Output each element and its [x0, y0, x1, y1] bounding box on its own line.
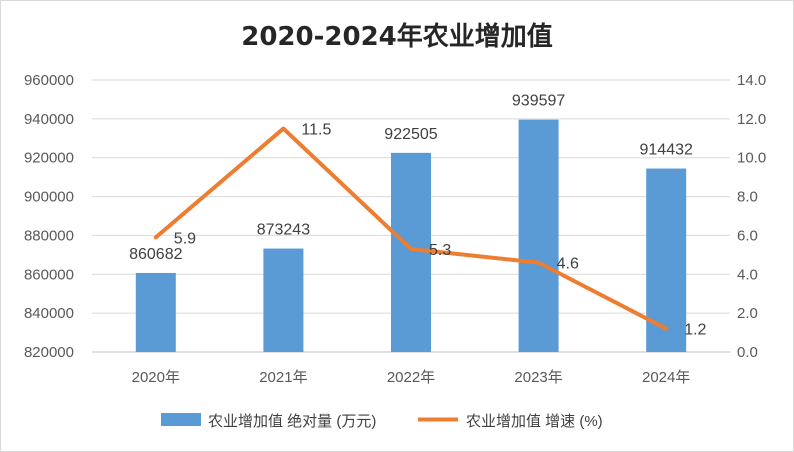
- line-data-labels: 5.9 11.5 5.3 4.6 1.2: [174, 122, 707, 339]
- left-axis-tick-label: 960000: [24, 72, 74, 89]
- left-axis-ticks: 820000 840000 860000 880000 900000 920000 9400…: [24, 72, 74, 361]
- line-data-label: 1.2: [684, 322, 706, 339]
- bar: [518, 119, 559, 353]
- bar-data-label: 873243: [257, 222, 310, 239]
- x-axis-tick-label: 2021年: [259, 369, 307, 386]
- bar-data-label: 922505: [384, 126, 437, 143]
- left-axis-tick-label: 860000: [24, 266, 74, 283]
- x-axis-tick-label: 2022年: [387, 369, 435, 386]
- line-data-label: 5.9: [174, 230, 196, 247]
- x-axis-tick-label: 2024年: [642, 369, 690, 386]
- left-axis-tick-label: 940000: [24, 111, 74, 128]
- right-axis-tick-label: 14.0: [737, 72, 766, 89]
- bar: [646, 168, 687, 352]
- right-axis-tick-label: 12.0: [737, 111, 766, 128]
- x-axis-tick-label: 2020年: [132, 369, 180, 386]
- legend: 农业增加值 绝对量 (万元) 农业增加值 增速 (%): [161, 413, 603, 430]
- right-axis-tick-label: 6.0: [737, 227, 758, 244]
- bar: [135, 272, 176, 352]
- growth-line: [153, 126, 669, 331]
- bar-data-label: 914432: [640, 142, 693, 159]
- line-data-label: 4.6: [557, 256, 579, 273]
- legend-line-label: 农业增加值 增速 (%): [466, 413, 603, 430]
- bar-series: [135, 119, 687, 353]
- left-axis-tick-label: 820000: [24, 344, 74, 361]
- right-axis-tick-label: 10.0: [737, 150, 766, 167]
- legend-bar-label: 农业增加值 绝对量 (万元): [208, 413, 376, 430]
- left-axis-tick-label: 900000: [24, 189, 74, 206]
- right-axis-tick-label: 4.0: [737, 266, 758, 283]
- right-axis-tick-label: 0.0: [737, 344, 758, 361]
- right-axis-tick-label: 2.0: [737, 305, 758, 322]
- x-axis-ticks: 2020年 2021年 2022年 2023年 2024年: [132, 369, 691, 386]
- bar: [263, 248, 304, 352]
- chart-title: 2020-2024年农业增加值: [241, 22, 553, 52]
- x-axis-tick-label: 2023年: [514, 369, 562, 386]
- left-axis-tick-label: 920000: [24, 150, 74, 167]
- line-data-label: 11.5: [301, 122, 331, 139]
- legend-bar-swatch: [161, 413, 201, 426]
- right-axis-tick-label: 8.0: [737, 189, 758, 206]
- left-axis-tick-label: 840000: [24, 305, 74, 322]
- right-axis-ticks: 0.0 2.0 4.0 6.0 8.0 10.0 12.0 14.0: [737, 72, 766, 361]
- line-data-label: 5.3: [429, 242, 451, 259]
- bar-data-label: 860682: [129, 246, 182, 263]
- bar-data-labels: 860682 873243 922505 939597 914432: [129, 93, 693, 263]
- line-series: [153, 126, 669, 331]
- bar-data-label: 939597: [512, 93, 565, 110]
- left-axis-tick-label: 880000: [24, 227, 74, 244]
